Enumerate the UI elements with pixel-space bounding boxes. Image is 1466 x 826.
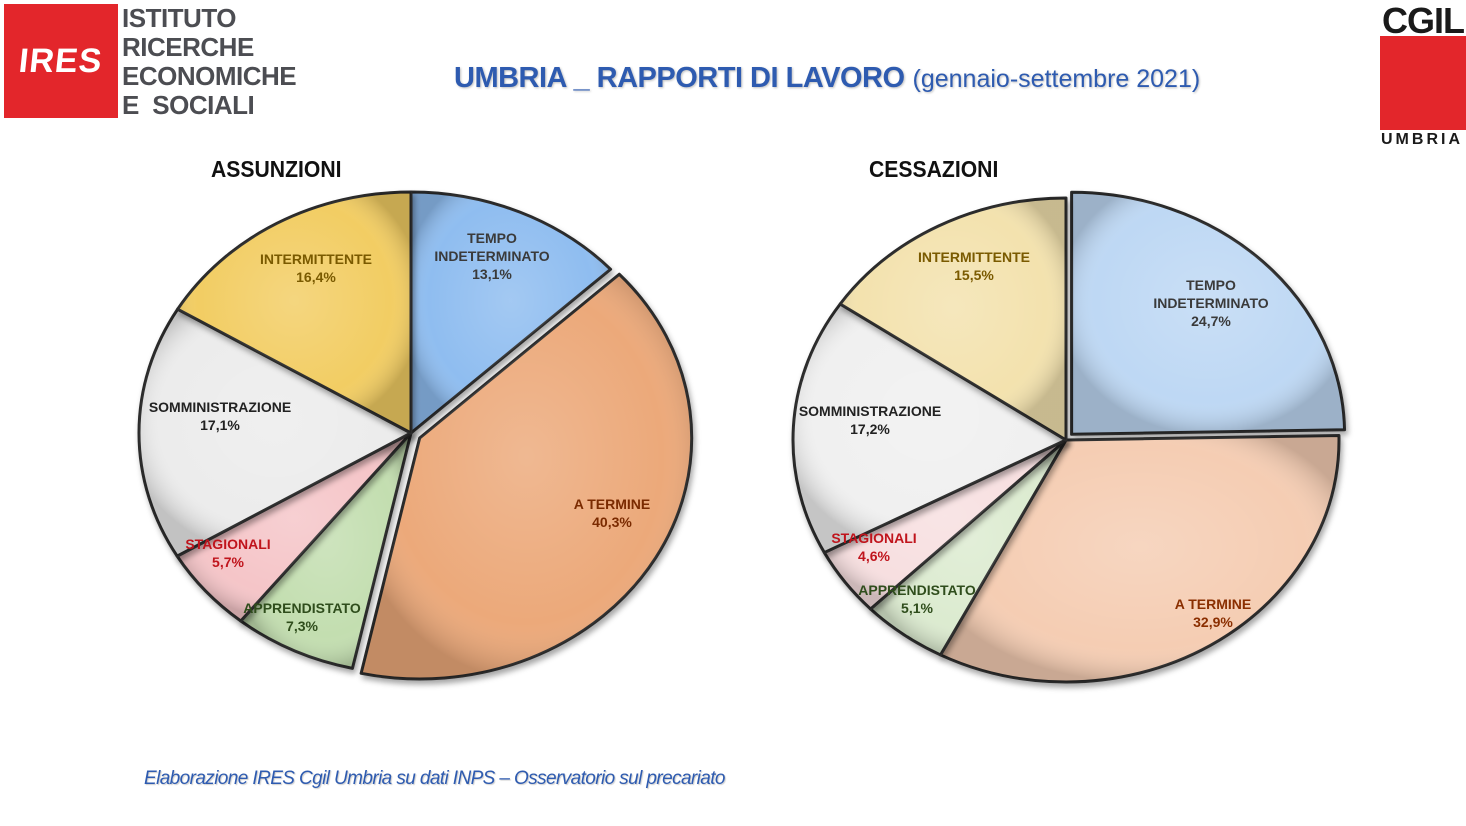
chart-title-assunzioni: ASSUNZIONI	[211, 156, 342, 182]
cgil-logo: CGIL UMBRIA	[1380, 0, 1466, 150]
pie-category-label: INDETERMINATO	[1153, 295, 1268, 311]
pie-value-label: 32,9%	[1193, 614, 1233, 630]
pie-label-stagionali: STAGIONALI 4,6%	[831, 530, 916, 564]
pie-slice-sheen	[824, 440, 1066, 609]
pie-slice-sheen	[940, 435, 1339, 683]
pie-label-a-termine: A TERMINE 40,3%	[574, 496, 650, 530]
pie-category-label: INTERMITTENTE	[918, 249, 1030, 265]
page-title-main: UMBRIA _ RAPPORTI DI LAVORO	[454, 62, 905, 94]
pie-label-somministrazione: SOMMINISTRAZIONE 17,2%	[799, 403, 941, 437]
ires-name-line: ISTITUTO	[122, 3, 236, 33]
pie-category-label: STAGIONALI	[185, 536, 270, 552]
pie-label-stagionali: STAGIONALI 5,7%	[185, 536, 270, 570]
ires-name-line: ECONOMICHE	[122, 61, 297, 91]
pie-category-label: A TERMINE	[1175, 596, 1251, 612]
ires-name-line: E SOCIALI	[122, 90, 255, 120]
pie-slice-sheen	[870, 440, 1066, 655]
pie-slice-sheen	[840, 198, 1066, 440]
pie-label-tempo-indeterminato: TEMPO INDETERMINATO 13,1%	[434, 230, 549, 282]
pie-value-label: 13,1%	[472, 266, 512, 282]
cgil-logo-region: UMBRIA	[1381, 131, 1463, 148]
pie-chart-assunzioni: TEMPO INDETERMINATO 13,1% A TERMINE 40,3% APP…	[137, 190, 694, 681]
pie-slice-sheen	[138, 309, 411, 557]
pie-category-label: SOMMINISTRAZIONE	[799, 403, 941, 419]
chart-title-cessazioni: CESSAZIONI	[869, 156, 999, 182]
cgil-logo-mark: CGIL	[1382, 0, 1465, 41]
cgil-logo-block	[1380, 36, 1466, 130]
pie-slice-sheen	[361, 274, 692, 679]
pie-value-label: 16,4%	[296, 269, 336, 285]
pie-slice-sheen	[1071, 192, 1345, 435]
pie-value-label: 24,7%	[1191, 313, 1231, 329]
pie-value-label: 4,6%	[858, 548, 890, 564]
pie-slice-sheen	[411, 192, 611, 433]
pie-label-somministrazione: SOMMINISTRAZIONE 17,1%	[149, 399, 291, 433]
pie-label-apprendistato: APPRENDISTATO 7,3%	[243, 600, 361, 634]
pie-slice-sheen	[177, 433, 411, 621]
pie-value-label: 17,1%	[200, 417, 240, 433]
pie-category-label: TEMPO	[1186, 277, 1236, 293]
ires-name-line: RICERCHE	[122, 32, 254, 62]
pie-slice-sheen	[240, 433, 411, 669]
pie-value-label: 5,7%	[212, 554, 244, 570]
source-note: Elaborazione IRES Cgil Umbria su dati IN…	[144, 768, 726, 789]
pie-category-label: APPRENDISTATO	[858, 582, 976, 598]
page-title: UMBRIA _ RAPPORTI DI LAVORO (gennaio-sett…	[454, 62, 1200, 95]
pie-slice-sheen	[177, 192, 411, 433]
pie-label-apprendistato: APPRENDISTATO 5,1%	[858, 582, 976, 616]
pie-value-label: 40,3%	[592, 514, 632, 530]
pie-value-label: 5,1%	[901, 600, 933, 616]
ires-logo: IRES	[4, 4, 118, 118]
pie-label-tempo-indeterminato: TEMPO INDETERMINATO 24,7%	[1153, 277, 1268, 329]
pie-chart-cessazioni: TEMPO INDETERMINATO 24,7% A TERMINE 32,9% APP…	[791, 190, 1347, 684]
pie-value-label: 7,3%	[286, 618, 318, 634]
ires-name: ISTITUTO RICERCHE ECONOMICHE E SOCIALI	[122, 4, 332, 120]
page-title-period: (gennaio-settembre 2021)	[912, 65, 1201, 93]
pie-category-label: A TERMINE	[574, 496, 650, 512]
pie-category-label: INTERMITTENTE	[260, 251, 372, 267]
pie-category-label: TEMPO	[467, 230, 517, 246]
pie-category-label: SOMMINISTRAZIONE	[149, 399, 291, 415]
pie-label-intermittente: INTERMITTENTE 15,5%	[918, 249, 1030, 283]
pie-value-label: 17,2%	[850, 421, 890, 437]
pie-category-label: INDETERMINATO	[434, 248, 549, 264]
pie-category-label: STAGIONALI	[831, 530, 916, 546]
pie-label-a-termine: A TERMINE 32,9%	[1175, 596, 1251, 630]
pie-label-intermittente: INTERMITTENTE 16,4%	[260, 251, 372, 285]
pie-slice-sheen	[793, 303, 1066, 553]
pie-value-label: 15,5%	[954, 267, 994, 283]
pie-category-label: APPRENDISTATO	[243, 600, 361, 616]
